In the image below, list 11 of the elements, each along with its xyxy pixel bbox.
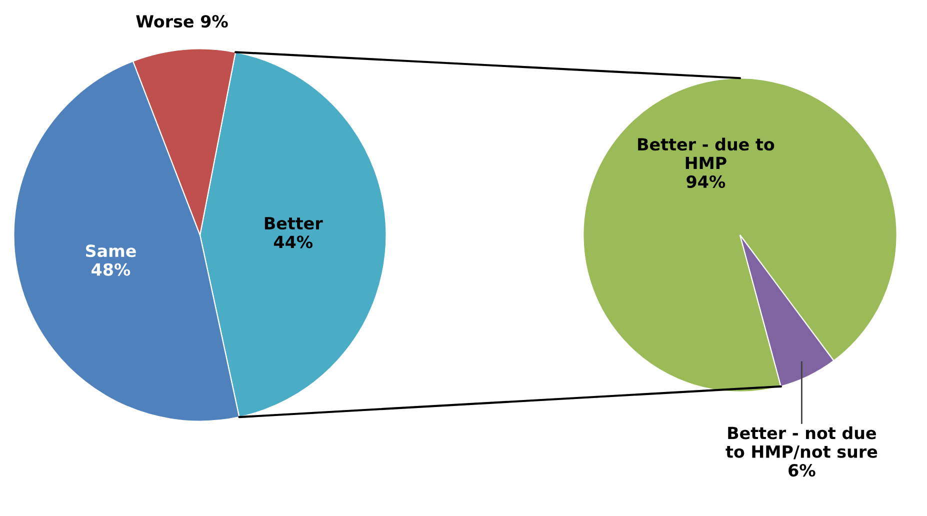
slice-label: Same — [86, 244, 136, 258]
pie-slice — [582, 78, 898, 392]
slice-label: Better - due to HMP — [638, 138, 774, 170]
pie-slice — [739, 234, 834, 387]
slice-label: Better - not due to HMP/not sure — [726, 426, 878, 460]
slice-label: Worse 9% — [136, 15, 228, 28]
slice-label: Better — [264, 217, 323, 230]
data-label: 44% — [274, 236, 313, 248]
data-label: 48% — [92, 263, 130, 276]
data-label: 94% — [686, 175, 726, 188]
data-label: 6% — [788, 464, 816, 477]
